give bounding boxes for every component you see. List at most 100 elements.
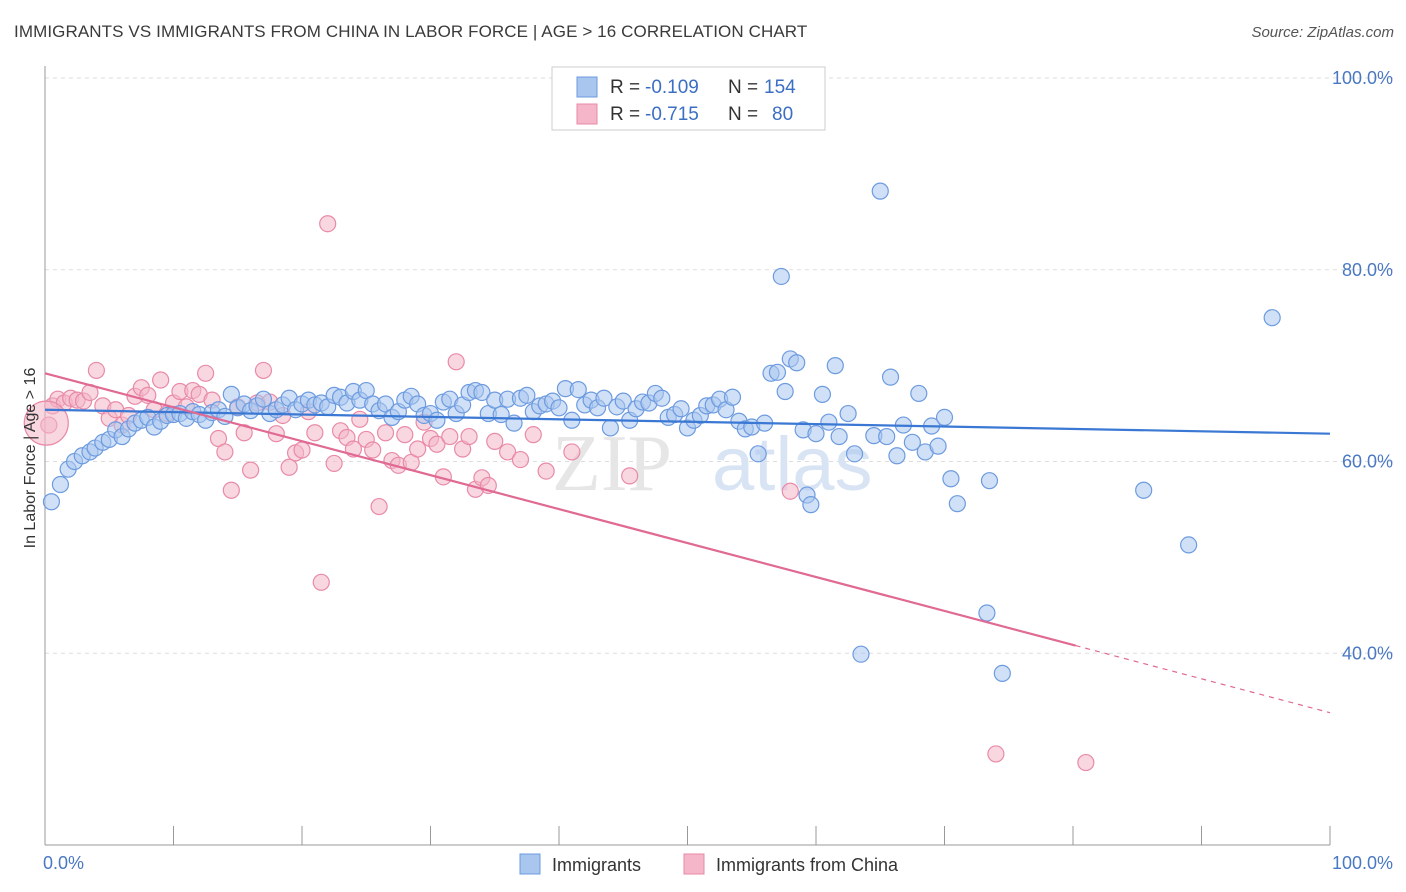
china-point-75: [563, 443, 581, 461]
legend-r-value-blue: -0.109: [645, 77, 699, 98]
china-point-8: [87, 361, 106, 380]
legend-r-label: R =: [610, 77, 640, 98]
legend-r-value-pink: -0.715: [645, 104, 699, 125]
immigrants-point-86: [601, 419, 620, 437]
y-tick-label-1: 60.0%: [1342, 452, 1393, 472]
china-point-45: [325, 454, 343, 473]
bottom-legend: Immigrants Immigrants from China: [519, 853, 899, 875]
immigrants-point-78: [550, 399, 568, 417]
immigrants-point-127: [852, 645, 870, 663]
legend-swatch-blue: [576, 76, 598, 98]
legend: R = -0.109 N = 154 R = -0.715 N = 80: [551, 66, 826, 131]
trend-lines: [44, 372, 1331, 714]
china-point-78: [987, 745, 1005, 763]
immigrants-point-32: [254, 390, 273, 408]
bottom-legend-swatch-blue: [519, 853, 541, 875]
y-tick-label-3: 100.0%: [1332, 68, 1393, 88]
china-point-53: [376, 424, 395, 442]
immigrants-point-109: [749, 445, 767, 463]
legend-n-value-blue: 154: [764, 77, 796, 98]
trend-line-china: [44, 372, 1076, 647]
immigrants-point-124: [830, 427, 848, 446]
immigrants-point-129: [871, 182, 889, 200]
china-point-31: [235, 424, 253, 442]
immigrants-point-116: [788, 354, 806, 372]
china-point-71: [499, 443, 517, 461]
china-point-61: [428, 435, 446, 453]
immigrants-point-120: [807, 425, 825, 443]
immigrants-point-66: [473, 383, 491, 402]
bottom-legend-swatch-pink: [683, 853, 705, 875]
immigrants-point-0: [42, 493, 61, 511]
immigrants-point-135: [910, 384, 928, 403]
immigrants-point-126: [845, 445, 864, 463]
x-tick-label-0: 0.0%: [43, 853, 84, 873]
immigrants-point-123: [826, 357, 844, 375]
immigrants-point-145: [1135, 481, 1153, 499]
china-point-66: [460, 427, 478, 446]
axes: [44, 66, 1331, 846]
immigrants-point-121: [813, 385, 832, 403]
immigrants-point-125: [839, 404, 857, 423]
china-point-58: [409, 440, 427, 458]
trend-line-china-extension: [1075, 644, 1331, 714]
y-tick-labels: 40.0% 60.0% 80.0% 100.0%: [1332, 68, 1393, 663]
china-point-76: [621, 467, 639, 485]
legend-n-value-pink: 80: [772, 104, 793, 125]
china-point-63: [441, 427, 459, 446]
immigrants-point-143: [978, 604, 996, 622]
x-tick-label-1: 100.0%: [1332, 853, 1393, 873]
immigrants-point-88: [614, 392, 632, 410]
immigrants-point-147: [1263, 309, 1281, 327]
y-tick-label-0: 40.0%: [1342, 643, 1393, 663]
immigrants-point-130: [878, 427, 896, 446]
immigrants-point-141: [948, 495, 966, 513]
china-point-28: [216, 443, 234, 461]
immigrants-point-81: [569, 380, 587, 399]
immigrants-point-73: [518, 386, 536, 404]
china-point-74: [537, 462, 555, 480]
china-point-49: [351, 410, 369, 428]
china-point-large: [23, 400, 69, 446]
legend-n-label: N =: [728, 77, 758, 98]
china-point-56: [396, 426, 414, 444]
immigrants-point-140: [942, 470, 960, 488]
china-point-77: [781, 482, 799, 500]
china-point-18: [152, 371, 170, 389]
trend-line-immigrants: [44, 408, 1331, 435]
immigrants-point-85: [595, 389, 613, 407]
china-point-64: [447, 353, 465, 371]
china-point-52: [370, 497, 388, 516]
source-label: Source: ZipAtlas.com: [1251, 24, 1394, 41]
china-point-42: [306, 424, 324, 442]
immigrants-point-134: [903, 433, 921, 451]
immigrants-point-132: [888, 447, 906, 465]
x-tick-labels: 0.0% 100.0%: [43, 853, 1393, 873]
china-point-73: [524, 426, 542, 444]
bottom-legend-label-immigrants: Immigrants: [552, 855, 641, 875]
immigrants-point-131: [881, 368, 900, 386]
china-point-29: [222, 481, 240, 499]
immigrants-point-146: [1180, 536, 1198, 554]
immigrants-point-113: [772, 267, 790, 286]
immigrants-point-112: [768, 363, 787, 381]
china-point-25: [197, 364, 215, 382]
bottom-legend-label-china: Immigrants from China: [716, 855, 899, 875]
china-point-38: [280, 458, 298, 476]
legend-r-label-2: R =: [610, 104, 640, 125]
legend-swatch-pink: [576, 103, 598, 125]
immigrants-point-97: [672, 400, 690, 418]
grid-lines: [45, 77, 1395, 654]
china-point-51: [364, 441, 382, 459]
immigrants-point-122: [820, 413, 838, 431]
china-point-40: [293, 441, 311, 459]
immigrants-point-138: [929, 437, 947, 455]
immigrants-point-119: [802, 496, 820, 514]
china-point-43: [312, 573, 330, 591]
immigrants-point-144: [993, 664, 1011, 682]
y-axis-label: In Labor Force | Age > 16: [22, 368, 39, 549]
china-point-79: [1077, 753, 1095, 772]
series-immigrants-points: [42, 182, 1281, 682]
legend-n-label-2: N =: [728, 104, 758, 125]
